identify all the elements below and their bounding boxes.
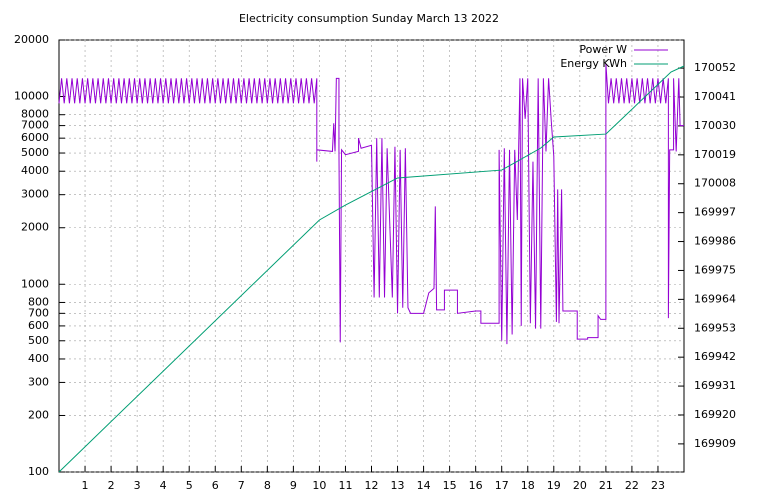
legend-label: Energy KWh [560,57,627,70]
x-tick-label: 21 [599,479,613,492]
y-tick-label: 600 [28,319,49,332]
x-tick-label: 23 [651,479,665,492]
x-tick-label: 13 [391,479,405,492]
x-tick-label: 20 [573,479,587,492]
y2-tick-label: 170041 [694,90,736,103]
y2-tick-label: 169909 [694,437,736,450]
x-tick-label: 2 [108,479,115,492]
y2-tick-label: 169931 [694,379,736,392]
y-tick-label: 100 [28,465,49,478]
x-tick-label: 4 [160,479,167,492]
y2-tick-label: 169920 [694,408,736,421]
y-tick-label: 20000 [14,33,49,46]
y2-tick-label: 170030 [694,119,736,132]
y-tick-label: 400 [28,352,49,365]
y-tick-label: 7000 [21,119,49,132]
x-tick-label: 5 [186,479,193,492]
x-tick-label: 12 [365,479,379,492]
x-tick-label: 17 [495,479,509,492]
x-tick-label: 19 [547,479,561,492]
x-tick-label: 9 [290,479,297,492]
y-tick-label: 800 [28,295,49,308]
y-tick-label: 3000 [21,188,49,201]
y-tick-label: 700 [28,306,49,319]
x-tick-label: 10 [312,479,326,492]
y-tick-label: 500 [28,334,49,347]
y2-tick-label: 169964 [694,292,736,305]
y-tick-label: 1000 [21,277,49,290]
series-line [58,63,684,345]
x-tick-label: 3 [134,479,141,492]
y2-tick-label: 170052 [694,61,736,74]
y-tick-label: 300 [28,375,49,388]
y-tick-label: 8000 [21,108,49,121]
y2-tick-label: 169942 [694,350,736,363]
x-tick-label: 1 [82,479,89,492]
legend-label: Power W [579,43,627,56]
x-tick-label: 6 [212,479,219,492]
y2-tick-label: 169997 [694,206,736,219]
y2-tick-label: 170019 [694,148,736,161]
x-tick-label: 15 [443,479,457,492]
series-line [58,65,685,473]
y2-tick-label: 169953 [694,321,736,334]
y-tick-label: 10000 [14,90,49,103]
y2-tick-label: 169975 [694,263,736,276]
x-tick-label: 8 [264,479,271,492]
x-tick-label: 14 [417,479,431,492]
x-tick-label: 11 [338,479,352,492]
y-tick-label: 6000 [21,131,49,144]
y-tick-label: 4000 [21,164,49,177]
x-tick-label: 18 [521,479,535,492]
y-tick-label: 2000 [21,221,49,234]
y2-tick-label: 170008 [694,177,736,190]
y2-tick-label: 169986 [694,235,736,248]
y-tick-label: 5000 [21,146,49,159]
chart-title: Electricity consumption Sunday March 13 … [239,12,499,25]
x-tick-label: 22 [625,479,639,492]
y-tick-label: 200 [28,408,49,421]
x-tick-label: 7 [238,479,245,492]
x-tick-label: 16 [469,479,483,492]
